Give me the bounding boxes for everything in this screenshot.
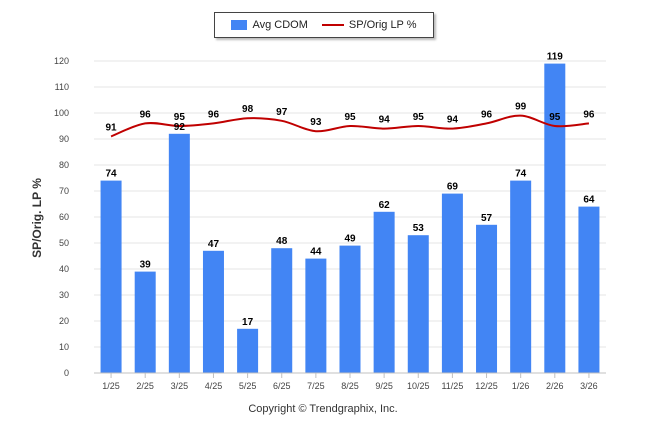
y-tick-label: 100 — [54, 108, 69, 118]
bar — [168, 133, 190, 373]
line-data-label: 96 — [481, 109, 493, 120]
y-tick-label: 60 — [59, 212, 69, 222]
line-data-label: 96 — [140, 109, 152, 120]
x-tick-label: 2/26 — [546, 381, 564, 391]
x-tick-label: 12/25 — [475, 381, 498, 391]
line-data-label: 99 — [515, 102, 527, 113]
y-tick-label: 20 — [59, 316, 69, 326]
data-labels: 74 39 92 47 17 48 44 49 62 53 69 57 74 119 64 91 96 95 96 9… — [106, 52, 595, 328]
bar-data-label: 119 — [547, 52, 564, 63]
bar — [441, 193, 463, 373]
bar-data-label: 74 — [106, 169, 118, 180]
legend-item-avg-cdom[interactable]: Avg CDOM — [231, 19, 308, 31]
line-data-label: 95 — [344, 112, 356, 123]
line-data-label: 96 — [583, 109, 595, 120]
bar — [237, 328, 259, 373]
x-tick-label: 2/25 — [136, 381, 154, 391]
x-tick-label: 3/26 — [580, 381, 598, 391]
x-tick-label: 8/25 — [341, 381, 359, 391]
line-data-label: 94 — [379, 115, 391, 126]
legend-label-sp-orig-lp: SP/Orig LP % — [348, 19, 417, 31]
line-data-label: 98 — [242, 104, 254, 115]
bar-data-label: 62 — [379, 200, 391, 211]
bar — [305, 258, 327, 373]
bar-data-label: 92 — [174, 122, 186, 133]
bar-data-label: 64 — [583, 195, 595, 206]
bar-data-label: 39 — [140, 260, 152, 271]
bar — [339, 245, 361, 373]
bar — [271, 248, 293, 373]
line-data-label: 91 — [106, 122, 118, 133]
x-tick-label: 1/26 — [512, 381, 530, 391]
bar — [476, 224, 498, 373]
line-data-label: 97 — [276, 107, 288, 118]
bar-data-label: 17 — [242, 317, 254, 328]
line-data-label: 96 — [208, 109, 220, 120]
bar-data-label: 44 — [310, 247, 322, 258]
y-tick-label: 120 — [54, 56, 69, 66]
bar-data-label: 74 — [515, 169, 527, 180]
copyright-text: Copyright © Trendgraphix, Inc. — [248, 403, 398, 415]
bar-data-label: 49 — [344, 234, 356, 245]
bar-data-label: 48 — [276, 236, 288, 247]
x-tick-label: 4/25 — [205, 381, 223, 391]
bar-series — [100, 63, 600, 373]
line-data-label: 95 — [549, 112, 561, 123]
legend-swatch-bar — [231, 20, 248, 30]
bar-data-label: 47 — [208, 239, 220, 250]
line-data-label: 93 — [310, 117, 322, 128]
x-tick-label: 11/25 — [441, 381, 463, 391]
x-tick-label: 6/25 — [273, 381, 291, 391]
legend-swatch-line — [321, 24, 344, 26]
line-path — [110, 114, 590, 138]
bar — [100, 180, 122, 373]
y-tick-label: 30 — [59, 290, 69, 300]
bar — [407, 235, 429, 373]
y-axis-label: SP/Orig. LP % — [30, 178, 44, 258]
line-data-label: 95 — [174, 112, 186, 123]
x-tick-label: 1/25 — [102, 381, 120, 391]
y-axis-ticks: 0 10 20 30 40 50 60 70 80 90 100 110 120 — [54, 56, 69, 378]
line-data-label: 94 — [447, 115, 459, 126]
bar-data-label: 53 — [413, 223, 425, 234]
x-tick-label: 5/25 — [239, 381, 257, 391]
y-tick-label: 10 — [59, 342, 69, 352]
x-tick-label: 3/25 — [171, 381, 189, 391]
x-tick-label: 9/25 — [375, 381, 393, 391]
line-series — [110, 114, 590, 138]
legend: Avg CDOM SP/Orig LP % — [214, 12, 434, 38]
y-tick-label: 80 — [59, 160, 69, 170]
y-tick-label: 0 — [64, 368, 69, 378]
y-tick-label: 50 — [59, 238, 69, 248]
legend-label-avg-cdom: Avg CDOM — [252, 19, 308, 31]
y-tick-label: 110 — [55, 82, 69, 92]
bar — [134, 271, 156, 373]
bar-data-label: 69 — [447, 182, 459, 193]
bar — [578, 206, 600, 373]
bar — [544, 63, 566, 373]
y-tick-label: 90 — [59, 134, 69, 144]
legend-item-sp-orig-lp[interactable]: SP/Orig LP % — [321, 19, 417, 31]
y-tick-label: 70 — [59, 186, 69, 196]
bar — [510, 180, 532, 373]
x-tick-label: 7/25 — [307, 381, 325, 391]
bar — [373, 211, 395, 373]
x-axis-ticks: 1/25 2/25 3/25 4/25 5/25 6/25 7/25 8/25 9/25 10/2… — [102, 373, 598, 391]
x-tick-label: 10/25 — [407, 381, 430, 391]
bar — [202, 250, 224, 373]
y-tick-label: 40 — [59, 264, 69, 274]
bar-data-label: 57 — [481, 213, 493, 224]
line-data-label: 95 — [413, 112, 425, 123]
